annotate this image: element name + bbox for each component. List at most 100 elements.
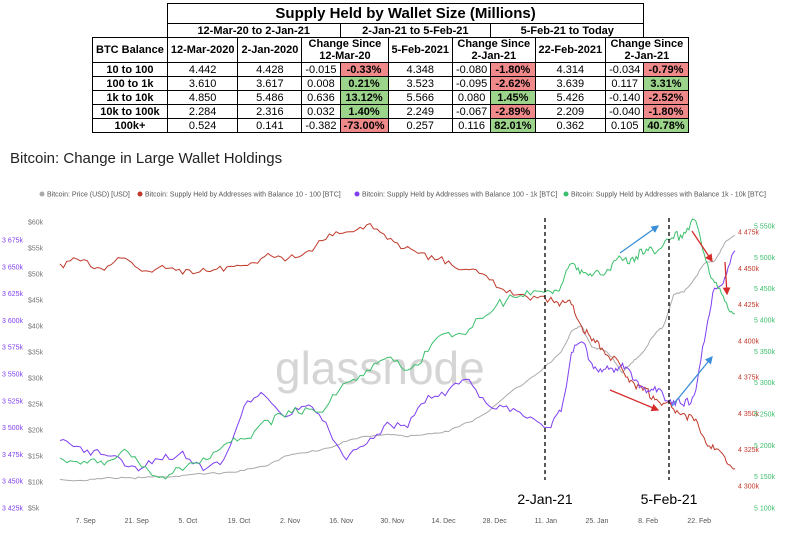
- value-cell: 5.426: [534, 90, 607, 105]
- percent-change-cell: -1.80%: [643, 104, 689, 119]
- percent-change-cell: -2.89%: [490, 104, 536, 119]
- percent-change-cell: -0.79%: [643, 62, 689, 77]
- series-line: [59, 250, 736, 472]
- value-cell: 4.442: [166, 62, 239, 77]
- x-tick-label: 30. Nov: [380, 518, 405, 525]
- legend-label: Bitcoin: Supply Held by Addresses with B…: [362, 192, 557, 199]
- value-cell: -0.140: [605, 90, 645, 105]
- percent-change-cell: 1.40%: [339, 104, 389, 119]
- value-cell: 0.524: [166, 118, 239, 133]
- value-cell: 0.141: [237, 118, 303, 133]
- green-axis-tick-label: 5 250k: [754, 412, 776, 419]
- axis-ticks: $5k $10k $15k $20k $25k $30k $35k $40k $45k $50k $…: [2, 220, 776, 526]
- series-line: [59, 234, 736, 482]
- table-row: 100 to 1k 3.610 3.617 0.008 0.21% 3.523 -0.095…: [92, 76, 689, 91]
- column-header: 22-Feb-2021: [534, 37, 607, 63]
- x-tick-label: 19. Oct: [228, 518, 251, 525]
- value-cell: 5.486: [237, 90, 303, 105]
- price-tick-label: $55k: [28, 246, 44, 253]
- table-row: 1k to 10k 4.850 5.486 0.636 13.12% 5.566 0.080…: [92, 90, 689, 105]
- price-tick-label: $30k: [28, 376, 44, 383]
- purple-axis-tick-label: 3 425k: [2, 506, 24, 513]
- red-axis-tick-label: 4 300k: [738, 484, 760, 491]
- value-cell: 0.080: [451, 90, 492, 105]
- price-tick-label: $45k: [28, 298, 44, 305]
- trend-arrow: [671, 355, 713, 407]
- value-cell: -0.067: [451, 104, 492, 119]
- value-cell: 0.362: [534, 118, 607, 133]
- legend-marker: [39, 191, 45, 197]
- chart-title: Bitcoin: Change in Large Wallet Holdings: [10, 150, 283, 167]
- trend-arrow: [619, 225, 660, 254]
- value-cell: 2.249: [387, 104, 454, 119]
- value-cell: 3.639: [534, 76, 607, 91]
- series-line: [59, 223, 736, 470]
- value-cell: 3.617: [237, 76, 303, 91]
- table-row: 10 to 100 4.442 4.428 -0.015 -0.33% 4.348 -0.0…: [92, 62, 689, 77]
- group-header: 2-Jan-21 to 5-Feb-21: [339, 23, 492, 38]
- legend-marker: [563, 191, 569, 197]
- red-axis-tick-label: 4 475k: [738, 230, 760, 237]
- percent-change-cell: -2.52%: [643, 90, 689, 105]
- table-body: 10 to 100 4.442 4.428 -0.015 -0.33% 4.348 -0.0…: [92, 62, 689, 133]
- x-tick-label: 14. Dec: [431, 518, 456, 525]
- group-header: 5-Feb-21 to Today: [490, 23, 645, 38]
- column-header: Change Since 12-Mar-20: [301, 37, 389, 63]
- trend-arrow: [722, 261, 731, 296]
- green-axis-tick-label: 5 150k: [754, 474, 776, 481]
- series-line: [59, 218, 735, 480]
- row-label: 100 to 1k: [92, 76, 168, 91]
- value-cell: 4.850: [166, 90, 239, 105]
- percent-change-cell: 13.12%: [339, 90, 389, 105]
- value-cell: 0.257: [387, 118, 454, 133]
- row-label: 10 to 100: [92, 62, 168, 77]
- value-cell: 4.314: [534, 62, 607, 77]
- column-header: 5-Feb-2021: [387, 37, 454, 63]
- value-cell: 0.117: [605, 76, 645, 91]
- value-cell: 5.566: [387, 90, 454, 105]
- date-markers: 2-Jan-21 5-Feb-21: [517, 218, 698, 507]
- purple-axis-tick-label: 3 475k: [2, 452, 24, 459]
- legend-label: Bitcoin: Supply Held by Addresses with B…: [571, 192, 766, 199]
- price-tick-label: $60k: [28, 220, 44, 227]
- value-cell: -0.040: [605, 104, 645, 119]
- x-tick-label: 22. Feb: [687, 518, 711, 525]
- purple-axis-tick-label: 3 600k: [2, 318, 24, 325]
- chart-legend: Bitcoin: Price (USD) [USD] Bitcoin: Suppl…: [39, 191, 766, 199]
- percent-change-cell: 82.01%: [490, 118, 536, 133]
- green-axis-tick-label: 5 400k: [754, 318, 776, 325]
- purple-axis-tick-label: 3 550k: [2, 372, 24, 379]
- green-axis-tick-label: 5 550k: [754, 224, 776, 231]
- value-cell: 0.032: [301, 104, 341, 119]
- value-cell: 0.116: [451, 118, 492, 133]
- red-axis-tick-label: 4 450k: [738, 266, 760, 273]
- row-label: 100k+: [92, 118, 168, 133]
- supply-table-container: Supply Held by Wallet Size (Millions) 12…: [92, 3, 689, 133]
- column-header: Change Since 2-Jan-21: [452, 37, 536, 63]
- supply-table: Supply Held by Wallet Size (Millions) 12…: [92, 3, 689, 133]
- green-axis-tick-label: 5 100k: [754, 506, 776, 513]
- value-cell: 3.523: [387, 76, 454, 91]
- date-marker-label: 5-Feb-21: [641, 491, 698, 507]
- red-axis-tick-label: 4 325k: [738, 447, 760, 454]
- column-header: 12-Mar-2020: [166, 37, 239, 63]
- value-cell: 2.209: [534, 104, 607, 119]
- percent-change-cell: -2.62%: [490, 76, 536, 91]
- table-row: 10k to 100k 2.284 2.316 0.032 1.40% 2.249 -0.0…: [92, 104, 689, 119]
- trend-arrow: [609, 389, 660, 412]
- x-tick-label: 21. Sep: [125, 518, 149, 525]
- purple-axis-tick-label: 3 675k: [2, 238, 24, 245]
- value-cell: 4.428: [237, 62, 303, 77]
- red-axis-tick-label: 4 350k: [738, 411, 760, 418]
- table-corner: [93, 24, 168, 38]
- value-cell: 0.008: [301, 76, 341, 91]
- trend-arrow: [691, 230, 713, 263]
- column-header: 2-Jan-2020: [237, 37, 303, 63]
- percent-change-cell: 0.21%: [339, 76, 389, 91]
- x-tick-label: 5. Oct: [178, 518, 197, 525]
- x-tick-label: 7. Sep: [75, 518, 95, 525]
- x-tick-label: 25. Jan: [585, 518, 608, 525]
- purple-axis-tick-label: 3 650k: [2, 264, 24, 271]
- date-marker-label: 2-Jan-21: [517, 491, 572, 507]
- price-tick-label: $35k: [28, 350, 44, 357]
